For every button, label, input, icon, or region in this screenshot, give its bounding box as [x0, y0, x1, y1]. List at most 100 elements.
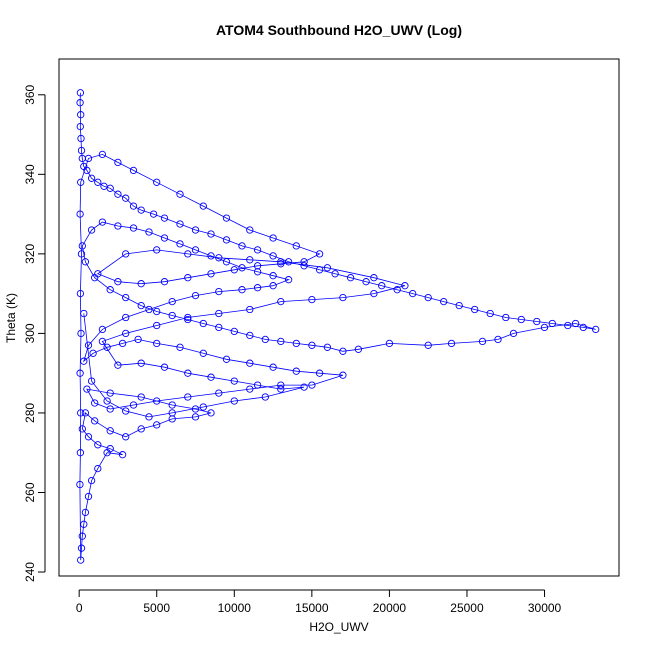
- data-point: [122, 250, 130, 258]
- data-point: [77, 556, 85, 564]
- data-point: [246, 256, 254, 264]
- data-point: [106, 286, 114, 294]
- data-point: [315, 250, 324, 258]
- data-point: [284, 258, 293, 266]
- chart-title: ATOM4 Southbound H2O_UWV (Log): [216, 22, 462, 38]
- data-point: [91, 417, 99, 425]
- data-point: [129, 224, 138, 232]
- data-point: [80, 357, 88, 365]
- data-point: [215, 389, 223, 397]
- data-point: [564, 321, 572, 330]
- x-tick-label: 30000: [528, 601, 562, 615]
- data-point: [269, 272, 277, 280]
- data-point: [277, 260, 285, 268]
- data-point: [339, 371, 347, 379]
- data-point: [339, 293, 347, 302]
- data-point: [370, 274, 378, 282]
- data-point: [176, 190, 184, 198]
- data-point: [76, 210, 84, 218]
- data-point: [191, 226, 200, 234]
- data-point: [191, 413, 200, 421]
- series-layer: [76, 89, 600, 564]
- data-point: [87, 226, 96, 234]
- data-point: [300, 258, 308, 266]
- data-point: [199, 202, 207, 210]
- data-point: [471, 305, 479, 314]
- data-point: [339, 347, 347, 355]
- data-point: [215, 309, 223, 318]
- data-point: [103, 449, 111, 457]
- data-point: [199, 319, 207, 328]
- data-point: [106, 427, 114, 435]
- data-point: [84, 154, 93, 163]
- data-point: [94, 178, 102, 186]
- data-point: [114, 190, 122, 198]
- y-tick-label: 360: [23, 84, 37, 104]
- data-point: [207, 252, 215, 260]
- data-point: [409, 289, 417, 298]
- data-point: [215, 254, 223, 262]
- data-point: [76, 369, 84, 377]
- data-point: [540, 323, 549, 332]
- data-point: [114, 222, 122, 230]
- x-tick-label: 25000: [450, 601, 484, 615]
- data-point: [77, 111, 85, 119]
- data-point: [77, 409, 85, 417]
- data-point: [176, 343, 184, 351]
- data-point: [153, 339, 161, 348]
- data-point: [230, 397, 238, 405]
- data-point: [277, 297, 285, 306]
- data-point: [98, 218, 107, 226]
- data-point: [246, 331, 254, 340]
- data-point: [300, 262, 308, 270]
- data-point: [78, 425, 86, 433]
- data-point: [571, 319, 580, 328]
- data-point: [77, 250, 86, 258]
- data-point: [137, 425, 145, 433]
- data-point: [76, 99, 84, 107]
- data-point: [269, 252, 277, 260]
- data-point: [207, 409, 215, 417]
- data-point: [78, 242, 86, 250]
- data-point: [137, 280, 145, 288]
- x-tick-label: 0: [76, 601, 83, 615]
- data-point: [77, 329, 85, 338]
- data-point: [145, 228, 153, 236]
- x-tick-label: 5000: [143, 601, 170, 615]
- data-point: [277, 385, 285, 393]
- x-tick-label: 10000: [218, 601, 252, 615]
- data-point: [83, 385, 91, 393]
- data-point: [118, 451, 127, 459]
- data-point: [103, 397, 111, 405]
- x-axis-label: H2O_UWV: [309, 620, 368, 634]
- plot-frame: [58, 58, 620, 577]
- data-point: [277, 381, 285, 389]
- data-point: [253, 381, 262, 389]
- data-point: [579, 323, 587, 332]
- data-point: [84, 433, 93, 441]
- data-point: [253, 262, 262, 270]
- data-point: [80, 520, 88, 528]
- data-point: [106, 405, 114, 413]
- data-point: [207, 373, 215, 381]
- data-point: [160, 214, 169, 222]
- x-tick-label: 15000: [295, 601, 329, 615]
- data-point: [346, 274, 355, 282]
- data-point: [199, 349, 207, 357]
- series-0: [76, 89, 600, 564]
- data-point: [76, 289, 85, 298]
- data-point: [114, 361, 122, 369]
- data-point: [246, 359, 254, 367]
- data-point: [87, 174, 96, 182]
- y-tick-label: 240: [23, 562, 37, 582]
- data-point: [261, 335, 269, 344]
- data-point: [94, 464, 102, 473]
- data-point: [122, 194, 130, 202]
- data-point: [447, 339, 456, 348]
- data-point: [277, 258, 285, 266]
- data-point: [81, 258, 90, 266]
- data-point: [478, 337, 487, 346]
- data-point: [81, 409, 90, 417]
- data-point: [184, 250, 192, 258]
